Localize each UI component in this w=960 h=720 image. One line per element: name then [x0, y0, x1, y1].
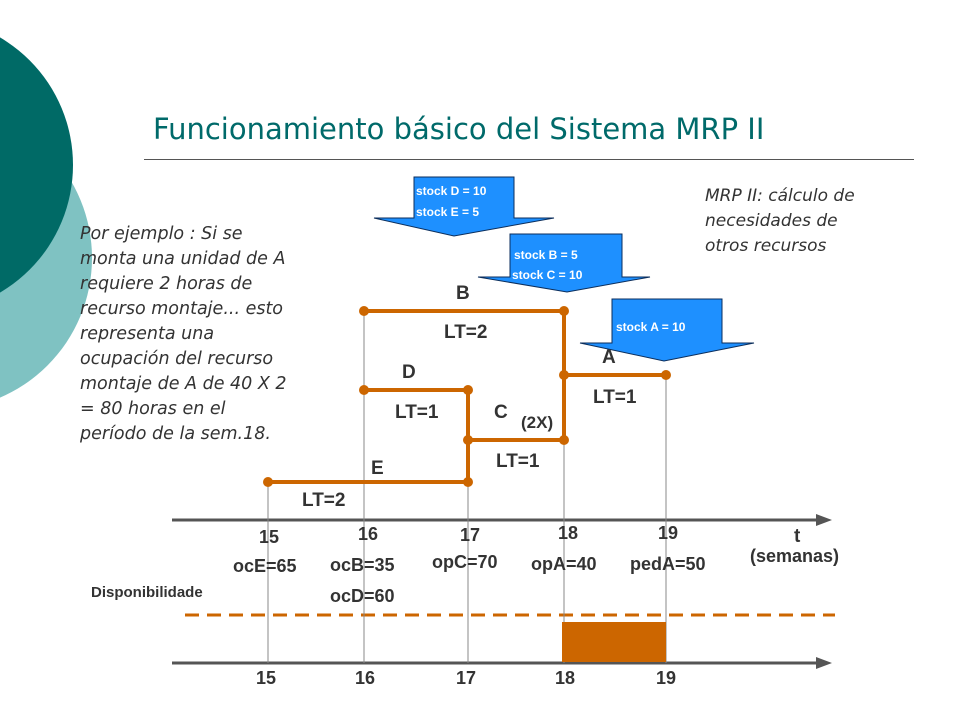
page-title: Funcionamiento básico del Sistema MRP II — [153, 112, 765, 146]
time-axis-arrowhead — [816, 514, 832, 526]
item-A: A — [602, 347, 616, 368]
lt-E: LT=2 — [302, 490, 346, 511]
node — [559, 370, 569, 380]
node — [463, 385, 473, 395]
order-label: pedA=50 — [630, 554, 706, 574]
node — [359, 306, 369, 316]
availability-axis-arrowhead — [816, 657, 832, 669]
node — [559, 306, 569, 316]
note-mrp2: MRP II: cálculo de necesidades de otros … — [705, 184, 855, 259]
stock-D-label: stock D = 10 — [416, 184, 487, 198]
week-label-bottom: 19 — [656, 668, 677, 688]
availability-label: Disponibilidade — [91, 584, 203, 601]
item-B: B — [456, 283, 470, 304]
note-line: requiere 2 horas de — [80, 274, 253, 294]
stock-arrow-de — [373, 176, 555, 237]
multiplier-C: (2X) — [521, 413, 554, 432]
title-divider — [144, 159, 914, 160]
week-label-bottom: 18 — [555, 668, 576, 688]
note-line: MRP II: cálculo de — [705, 186, 855, 206]
stock-arrow-a — [579, 298, 755, 362]
node — [263, 477, 273, 487]
dark-teal-circle — [0, 37, 73, 293]
stock-A-label: stock A = 10 — [616, 320, 686, 334]
order-label: ocB=35 — [330, 555, 395, 575]
stock-B-label: stock B = 5 — [514, 248, 578, 262]
lt-C: LT=1 — [496, 451, 540, 472]
week-label-top: 19 — [658, 523, 679, 543]
week-label-bottom: 17 — [456, 668, 477, 688]
order-label: opA=40 — [531, 554, 597, 574]
note-line: montaje de A de 40 X 2 — [80, 374, 287, 394]
week-label-top: 17 — [460, 525, 481, 545]
week-label-bottom: 15 — [256, 668, 277, 688]
note-line: necesidades de — [705, 211, 838, 231]
node — [463, 477, 473, 487]
stock-arrow-bc — [477, 233, 651, 293]
order-label: ocE=65 — [233, 556, 297, 576]
note-line: período de la sem.18. — [80, 424, 271, 444]
capacity-block — [562, 622, 666, 662]
stock-C-label: stock C = 10 — [512, 268, 583, 282]
note-line: Por ejemplo : Si se — [80, 224, 243, 244]
item-E: E — [371, 458, 384, 479]
node — [559, 435, 569, 445]
note-line: = 80 horas en el — [80, 399, 226, 419]
note-line: monta una unidad de A — [80, 249, 286, 269]
lt-B: LT=2 — [444, 322, 488, 343]
lt-A: LT=1 — [593, 387, 637, 408]
week-label-top: 16 — [358, 524, 379, 544]
note-line: otros recursos — [705, 236, 827, 256]
order-label: ocD=60 — [330, 586, 395, 606]
node — [359, 385, 369, 395]
axis-label-t: t — [794, 526, 801, 547]
node — [463, 435, 473, 445]
axis-label-unit: (semanas) — [750, 546, 840, 566]
note-line: ocupación del recurso — [80, 349, 274, 369]
item-D: D — [402, 362, 416, 383]
week-label-top: 18 — [558, 523, 579, 543]
order-label: opC=70 — [432, 552, 498, 572]
item-C: C — [494, 402, 508, 423]
stock-E-label: stock E = 5 — [416, 205, 480, 219]
node — [661, 370, 671, 380]
week-label-top: 15 — [259, 527, 280, 547]
lt-D: LT=1 — [395, 402, 439, 423]
note-line: representa una — [80, 324, 215, 344]
note-line: recurso montaje... esto — [80, 299, 284, 319]
note-example: Por ejemplo : Si se monta una unidad de … — [80, 222, 287, 447]
week-label-bottom: 16 — [355, 668, 376, 688]
